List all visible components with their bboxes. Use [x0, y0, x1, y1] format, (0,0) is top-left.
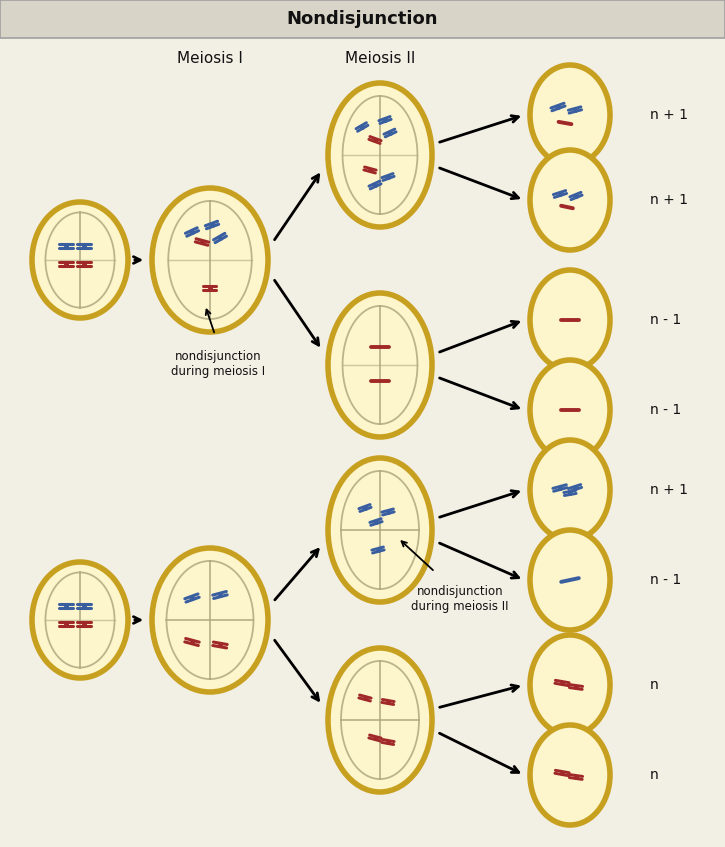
Text: Meiosis I: Meiosis I — [177, 51, 243, 65]
Text: n - 1: n - 1 — [650, 313, 682, 327]
Text: n - 1: n - 1 — [650, 573, 682, 587]
Ellipse shape — [530, 150, 610, 250]
Ellipse shape — [530, 635, 610, 735]
Ellipse shape — [530, 270, 610, 370]
Text: nondisjunction
during meiosis I: nondisjunction during meiosis I — [171, 350, 265, 378]
Text: n + 1: n + 1 — [650, 193, 688, 207]
Ellipse shape — [32, 562, 128, 678]
Ellipse shape — [328, 293, 432, 437]
Text: n: n — [650, 678, 659, 692]
Ellipse shape — [328, 458, 432, 602]
Bar — [0, 0, 725, 38]
Ellipse shape — [152, 548, 268, 692]
Text: nondisjunction
during meiosis II: nondisjunction during meiosis II — [411, 585, 509, 613]
Ellipse shape — [530, 530, 610, 630]
Ellipse shape — [32, 202, 128, 318]
Ellipse shape — [328, 83, 432, 227]
Text: n - 1: n - 1 — [650, 403, 682, 417]
Ellipse shape — [530, 65, 610, 165]
Text: Nondisjunction: Nondisjunction — [287, 10, 438, 28]
Text: n: n — [650, 768, 659, 782]
Text: n + 1: n + 1 — [650, 483, 688, 497]
Ellipse shape — [530, 360, 610, 460]
Ellipse shape — [530, 440, 610, 540]
Ellipse shape — [328, 648, 432, 792]
Ellipse shape — [530, 725, 610, 825]
Text: Meiosis II: Meiosis II — [345, 51, 415, 65]
Ellipse shape — [152, 188, 268, 332]
Text: n + 1: n + 1 — [650, 108, 688, 122]
